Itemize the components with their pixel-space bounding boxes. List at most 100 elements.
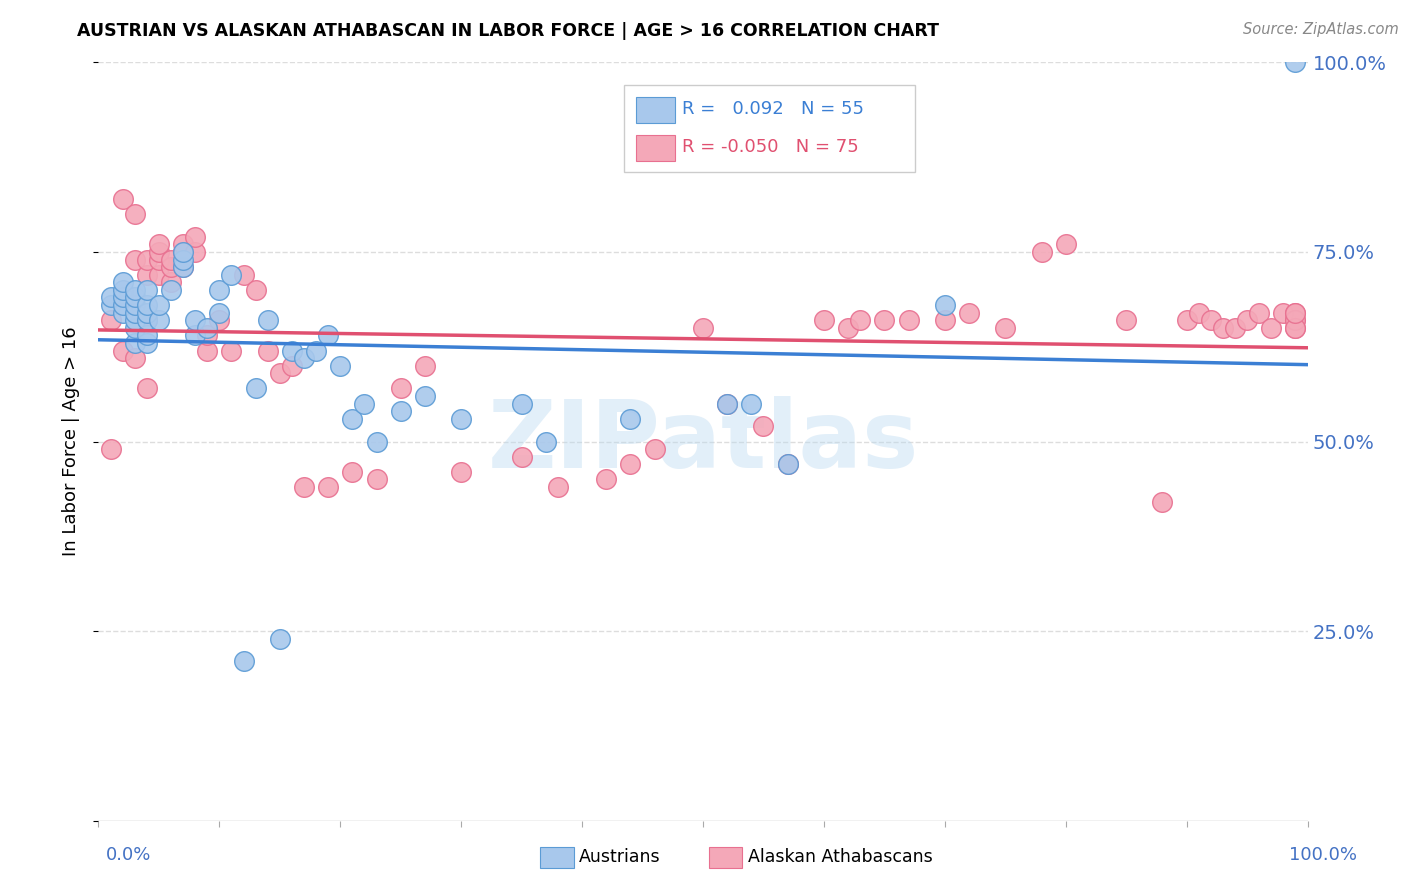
Point bbox=[269, 632, 291, 646]
Point bbox=[450, 412, 472, 426]
Point bbox=[269, 366, 291, 380]
Point bbox=[813, 313, 835, 327]
Point bbox=[208, 283, 231, 297]
Point bbox=[208, 305, 231, 319]
Point bbox=[124, 252, 146, 267]
Point bbox=[172, 237, 194, 252]
Point bbox=[148, 237, 170, 252]
Point bbox=[1260, 320, 1282, 334]
Point bbox=[160, 252, 183, 267]
Point bbox=[1199, 313, 1222, 327]
Point bbox=[111, 343, 134, 358]
Point bbox=[957, 305, 980, 319]
Point bbox=[100, 442, 122, 457]
Point bbox=[1031, 244, 1053, 259]
Point bbox=[366, 473, 388, 487]
Text: Source: ZipAtlas.com: Source: ZipAtlas.com bbox=[1243, 22, 1399, 37]
Point bbox=[160, 260, 183, 275]
Point bbox=[172, 252, 194, 267]
Point bbox=[184, 229, 207, 244]
Text: R = -0.050   N = 75: R = -0.050 N = 75 bbox=[682, 138, 859, 156]
Point bbox=[148, 244, 170, 259]
Point bbox=[135, 313, 157, 327]
Point bbox=[124, 298, 146, 312]
Point bbox=[1272, 305, 1295, 319]
Point bbox=[353, 396, 375, 410]
Point bbox=[413, 359, 436, 373]
Point bbox=[1223, 320, 1246, 334]
Point bbox=[195, 328, 218, 343]
Point bbox=[135, 313, 157, 327]
Point bbox=[1284, 320, 1306, 334]
Text: ZIPatlas: ZIPatlas bbox=[488, 395, 918, 488]
Point bbox=[292, 351, 315, 366]
Point bbox=[1236, 313, 1258, 327]
Point bbox=[111, 305, 134, 319]
Point bbox=[1115, 313, 1137, 327]
Point bbox=[172, 260, 194, 275]
FancyBboxPatch shape bbox=[637, 97, 675, 123]
Point bbox=[329, 359, 352, 373]
Point bbox=[366, 434, 388, 449]
Point bbox=[256, 313, 278, 327]
Point bbox=[195, 343, 218, 358]
Point bbox=[994, 320, 1017, 334]
Point bbox=[135, 382, 157, 396]
Y-axis label: In Labor Force | Age > 16: In Labor Force | Age > 16 bbox=[62, 326, 80, 557]
Point bbox=[148, 252, 170, 267]
Text: 100.0%: 100.0% bbox=[1289, 846, 1357, 863]
Point bbox=[232, 268, 254, 282]
Point bbox=[619, 458, 641, 472]
Point bbox=[135, 328, 157, 343]
Point bbox=[208, 313, 231, 327]
Text: Austrians: Austrians bbox=[579, 848, 661, 866]
Point bbox=[172, 244, 194, 259]
Point bbox=[1054, 237, 1077, 252]
Point bbox=[281, 359, 304, 373]
Point bbox=[256, 343, 278, 358]
Point bbox=[547, 480, 569, 494]
Point bbox=[221, 343, 243, 358]
Point bbox=[1152, 495, 1174, 509]
Point bbox=[111, 283, 134, 297]
Point bbox=[389, 382, 412, 396]
Point bbox=[1284, 320, 1306, 334]
Point bbox=[837, 320, 859, 334]
Point bbox=[221, 268, 243, 282]
Point bbox=[740, 396, 762, 410]
Point bbox=[316, 328, 339, 343]
Point bbox=[1188, 305, 1211, 319]
Point bbox=[534, 434, 557, 449]
Point bbox=[100, 291, 122, 305]
Point bbox=[1284, 305, 1306, 319]
Point bbox=[934, 313, 956, 327]
Point bbox=[644, 442, 666, 457]
Point bbox=[619, 412, 641, 426]
Point bbox=[184, 244, 207, 259]
Point bbox=[1249, 305, 1271, 319]
Text: 0.0%: 0.0% bbox=[105, 846, 150, 863]
Point bbox=[124, 305, 146, 319]
Point bbox=[111, 275, 134, 289]
Point bbox=[776, 458, 799, 472]
Point bbox=[1284, 313, 1306, 327]
FancyBboxPatch shape bbox=[624, 85, 915, 172]
Point bbox=[232, 655, 254, 669]
Point bbox=[316, 480, 339, 494]
Point bbox=[135, 335, 157, 350]
Point bbox=[184, 313, 207, 327]
Point bbox=[124, 291, 146, 305]
Point bbox=[1284, 305, 1306, 319]
Point bbox=[1284, 55, 1306, 70]
Point bbox=[510, 450, 533, 464]
Point bbox=[849, 313, 872, 327]
Point bbox=[100, 313, 122, 327]
Point bbox=[595, 473, 617, 487]
Point bbox=[135, 268, 157, 282]
Point bbox=[752, 419, 775, 434]
Point bbox=[100, 298, 122, 312]
Point bbox=[692, 320, 714, 334]
Point bbox=[111, 192, 134, 206]
Point bbox=[148, 313, 170, 327]
Point bbox=[148, 298, 170, 312]
